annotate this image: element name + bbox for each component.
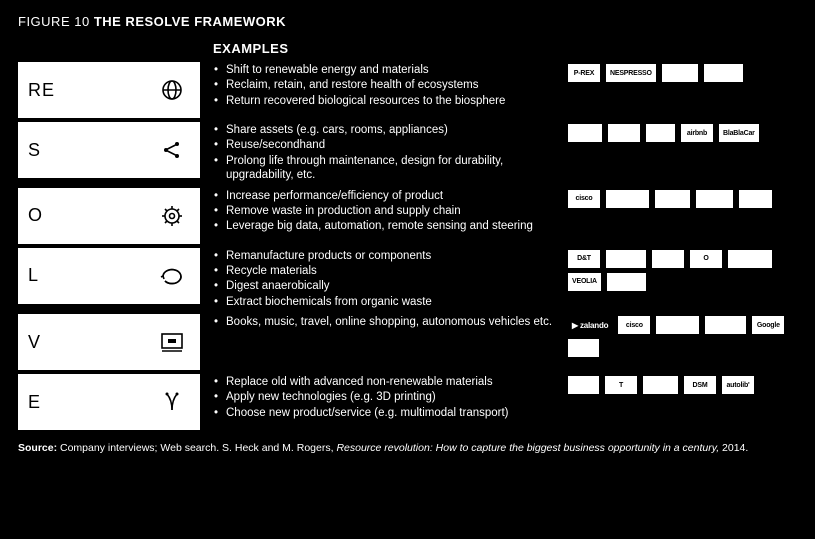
letter-box: L xyxy=(18,248,200,304)
brand-logo: airbnb xyxy=(681,124,713,142)
brand-logo xyxy=(652,250,684,268)
bullet-item: Increase performance/efficiency of produ… xyxy=(214,189,554,203)
share-icon xyxy=(158,136,186,164)
bullet-item: Shift to renewable energy and materials xyxy=(214,63,554,77)
row-letter: O xyxy=(28,205,43,226)
brand-logo xyxy=(568,376,599,394)
row-letter: RE xyxy=(28,80,55,101)
brand-logo xyxy=(606,190,649,208)
brand-logo: P-REX xyxy=(568,64,600,82)
brand-logo: D&T xyxy=(568,250,600,268)
brand-logo: cisco xyxy=(568,190,600,208)
brand-logo xyxy=(606,250,646,268)
bullet-item: Remove waste in production and supply ch… xyxy=(214,204,554,218)
row-bullets: Share assets (e.g. cars, rooms, applianc… xyxy=(214,122,554,184)
row-logos: T DSM autolib' xyxy=(568,374,797,394)
framework-row: E Replace old with advanced non-renewable… xyxy=(18,374,797,430)
framework-row: S Share assets (e.g. cars, rooms, applian… xyxy=(18,122,797,184)
row-logos: P-REX NESPRESSO xyxy=(568,62,797,82)
brand-logo xyxy=(728,250,772,268)
row-logos: ▶ zalando cisco Google xyxy=(568,314,797,357)
brand-logo: VEOLIA xyxy=(568,273,601,291)
brand-logo xyxy=(705,316,746,334)
bullet-item: Extract biochemicals from organic waste xyxy=(214,295,554,309)
letter-box: E xyxy=(18,374,200,430)
row-logos: D&T O VEOLIA xyxy=(568,248,797,291)
figure-title: THE RESOLVE FRAMEWORK xyxy=(94,14,286,29)
framework-row: RE Shift to renewable energy and material… xyxy=(18,62,797,118)
brand-logo xyxy=(646,124,675,142)
letter-box: RE xyxy=(18,62,200,118)
brand-logo xyxy=(696,190,733,208)
figure-number: FIGURE 10 xyxy=(18,14,90,29)
source-tail: 2014. xyxy=(719,442,748,454)
brand-logo xyxy=(739,190,772,208)
brand-logo xyxy=(655,190,690,208)
cog-icon xyxy=(158,202,186,230)
bullet-item: Remanufacture products or components xyxy=(214,249,554,263)
brand-logo: ▶ zalando xyxy=(568,321,612,330)
framework-row: V Books, music, travel, online shopping, … xyxy=(18,314,797,370)
brand-logo xyxy=(568,124,602,142)
bullet-item: Leverage big data, automation, remote se… xyxy=(214,219,554,233)
row-bullets: Remanufacture products or componentsRecy… xyxy=(214,248,554,311)
source-line: Source: Company interviews; Web search. … xyxy=(18,442,797,456)
row-logos: airbnb BlaBlaCar xyxy=(568,122,797,142)
row-bullets: Shift to renewable energy and materialsR… xyxy=(214,62,554,109)
bullet-item: Apply new technologies (e.g. 3D printing… xyxy=(214,390,554,404)
brand-logo xyxy=(704,64,743,82)
brand-logo: T xyxy=(605,376,637,394)
brand-logo: NESPRESSO xyxy=(606,64,656,82)
framework-row: O Increase performance/efficiency of prod… xyxy=(18,188,797,244)
bullet-item: Recycle materials xyxy=(214,264,554,278)
loop-icon xyxy=(158,262,186,290)
figure-label: FIGURE 10 THE RESOLVE FRAMEWORK xyxy=(18,14,797,29)
globe-icon xyxy=(158,76,186,104)
row-bullets: Replace old with advanced non-renewable … xyxy=(214,374,554,421)
row-letter: L xyxy=(28,265,39,286)
bullet-item: Digest anaerobically xyxy=(214,279,554,293)
brand-logo xyxy=(607,273,646,291)
exchange-icon xyxy=(158,388,186,416)
row-letter: E xyxy=(28,392,41,413)
brand-logo: Google xyxy=(752,316,784,334)
bullet-item: Return recovered biological resources to… xyxy=(214,94,554,108)
source-text: Company interviews; Web search. S. Heck … xyxy=(57,442,336,454)
row-letter: S xyxy=(28,140,41,161)
row-letter: V xyxy=(28,332,41,353)
letter-box: O xyxy=(18,188,200,244)
letter-box: S xyxy=(18,122,200,178)
row-logos: cisco xyxy=(568,188,797,208)
framework-row: L Remanufacture products or componentsRec… xyxy=(18,248,797,311)
brand-logo xyxy=(662,64,698,82)
bullet-item: Prolong life through maintenance, design… xyxy=(214,154,554,183)
brand-logo xyxy=(608,124,640,142)
screen-icon xyxy=(158,328,186,356)
bullet-item: Replace old with advanced non-renewable … xyxy=(214,375,554,389)
framework-rows: RE Shift to renewable energy and material… xyxy=(18,62,797,430)
letter-box: V xyxy=(18,314,200,370)
brand-logo xyxy=(643,376,678,394)
bullet-item: Reuse/secondhand xyxy=(214,138,554,152)
brand-logo: cisco xyxy=(618,316,650,334)
source-label: Source: xyxy=(18,442,57,454)
bullet-item: Reclaim, retain, and restore health of e… xyxy=(214,78,554,92)
brand-logo: BlaBlaCar xyxy=(719,124,759,142)
brand-logo xyxy=(656,316,699,334)
bullet-item: Share assets (e.g. cars, rooms, applianc… xyxy=(214,123,554,137)
bullet-item: Books, music, travel, online shopping, a… xyxy=(214,315,554,329)
brand-logo: autolib' xyxy=(722,376,754,394)
row-bullets: Books, music, travel, online shopping, a… xyxy=(214,314,554,330)
bullet-item: Choose new product/service (e.g. multimo… xyxy=(214,406,554,420)
brand-logo: O xyxy=(690,250,722,268)
examples-header: EXAMPLES xyxy=(213,41,797,56)
source-italic: Resource revolution: How to capture the … xyxy=(336,442,719,454)
brand-logo xyxy=(568,339,599,357)
brand-logo: DSM xyxy=(684,376,716,394)
row-bullets: Increase performance/efficiency of produ… xyxy=(214,188,554,235)
